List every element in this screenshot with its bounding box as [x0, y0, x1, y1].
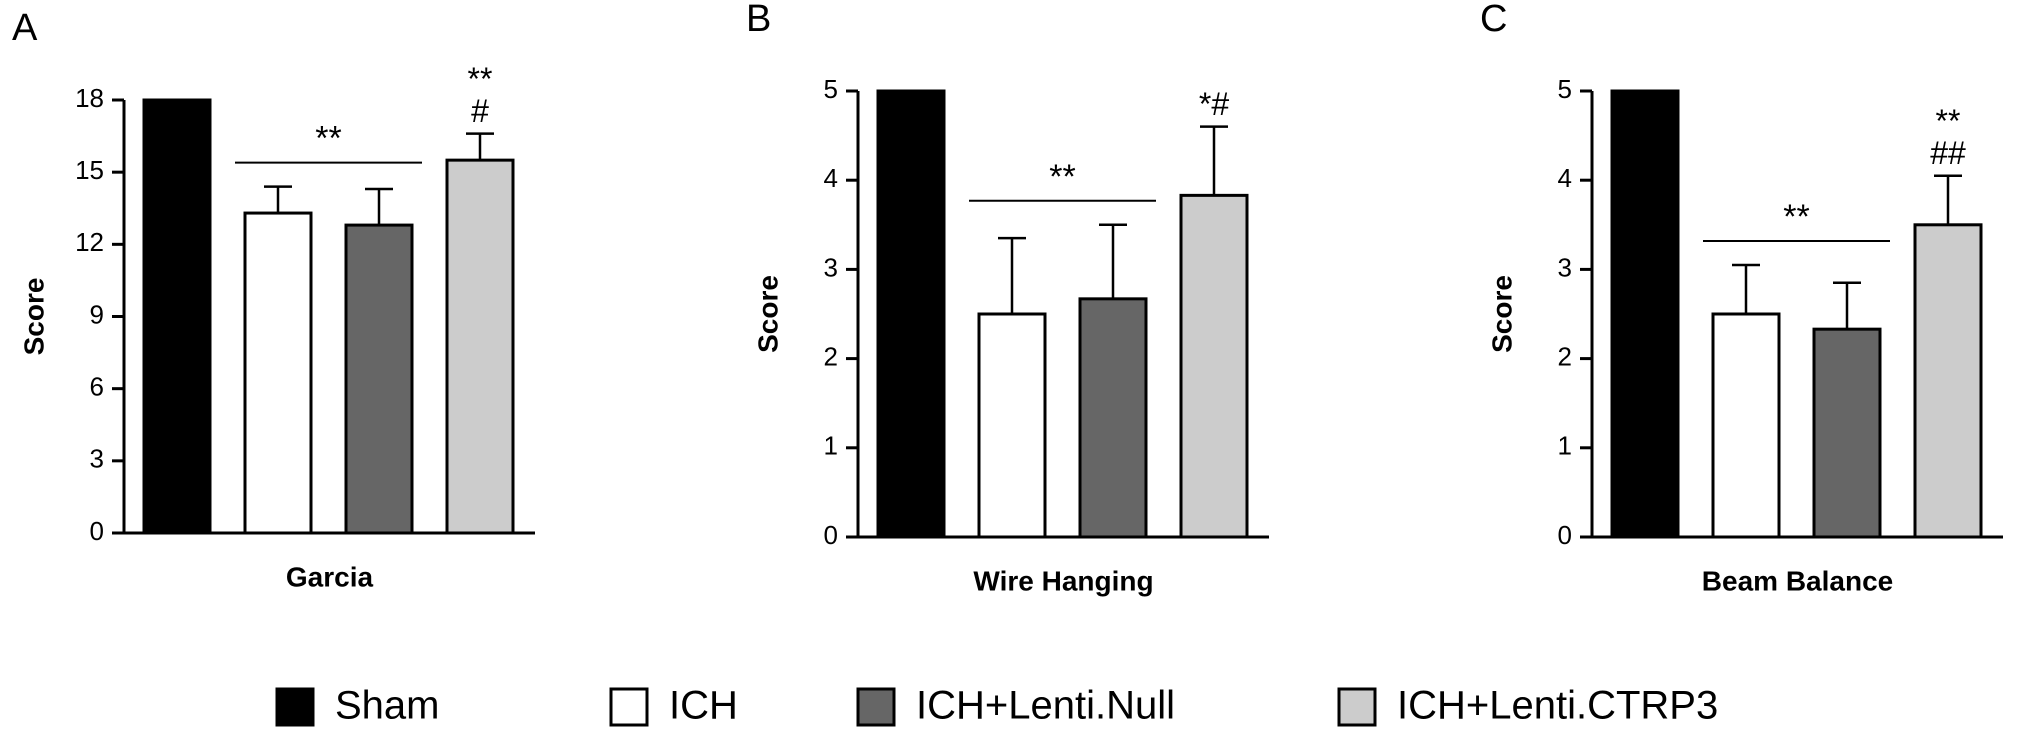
- x-axis-label: Beam Balance: [1702, 565, 1893, 596]
- y-tick-label: 0: [90, 516, 104, 546]
- y-tick-label: 0: [1558, 520, 1572, 550]
- bar: [445, 158, 515, 535]
- bar: [1812, 327, 1882, 539]
- y-axis-label: Score: [1486, 275, 1517, 353]
- bar: [977, 312, 1047, 539]
- y-tick-label: 3: [1558, 252, 1572, 282]
- legend-swatch: [1337, 687, 1377, 727]
- bar: [344, 223, 414, 535]
- y-tick-label: 18: [75, 83, 104, 113]
- bar: [1711, 312, 1781, 539]
- y-tick-label: 6: [90, 372, 104, 402]
- y-tick-label: 15: [75, 155, 104, 185]
- y-tick-label: 0: [824, 520, 838, 550]
- legend-label: Sham: [335, 684, 440, 728]
- significance-label: **: [1936, 103, 1961, 139]
- bar: [1913, 223, 1983, 539]
- legend-label: ICH: [669, 684, 738, 728]
- bar: [1179, 193, 1249, 539]
- x-axis-label: Garcia: [286, 561, 374, 592]
- x-axis-label: Wire Hanging: [973, 565, 1153, 596]
- legend-swatch: [856, 687, 896, 727]
- legend-label: ICH+Lenti.Null: [916, 684, 1175, 728]
- legend-swatch: [609, 687, 649, 727]
- y-tick-label: 3: [90, 444, 104, 474]
- bar: [1610, 89, 1680, 539]
- significance-label: *#: [1199, 86, 1229, 122]
- y-tick-label: 12: [75, 227, 104, 257]
- y-tick-label: 1: [1558, 431, 1572, 461]
- y-tick-label: 5: [824, 74, 838, 104]
- y-axis-label: Score: [752, 275, 783, 353]
- panel-label: A: [12, 7, 38, 49]
- y-tick-label: 4: [1558, 163, 1572, 193]
- y-axis-label: Score: [18, 278, 49, 356]
- significance-label: **: [1049, 158, 1075, 196]
- y-tick-label: 3: [824, 252, 838, 282]
- y-tick-label: 5: [1558, 74, 1572, 104]
- panel-label: B: [746, 0, 771, 40]
- y-tick-label: 9: [90, 299, 104, 329]
- significance-label: ##: [1930, 135, 1966, 171]
- panel-label: C: [1480, 0, 1507, 40]
- significance-label: **: [468, 61, 493, 97]
- significance-label: **: [315, 120, 341, 158]
- legend-swatch: [275, 687, 315, 727]
- bar: [876, 89, 946, 539]
- bar: [243, 211, 313, 535]
- legend-label: ICH+Lenti.CTRP3: [1397, 684, 1718, 728]
- y-tick-label: 2: [824, 341, 838, 371]
- significance-label: **: [1783, 198, 1809, 236]
- y-tick-label: 4: [824, 163, 838, 193]
- bar: [142, 98, 212, 535]
- bar: [1078, 297, 1148, 539]
- y-tick-label: 1: [824, 431, 838, 461]
- significance-label: #: [471, 93, 489, 129]
- y-tick-label: 2: [1558, 341, 1572, 371]
